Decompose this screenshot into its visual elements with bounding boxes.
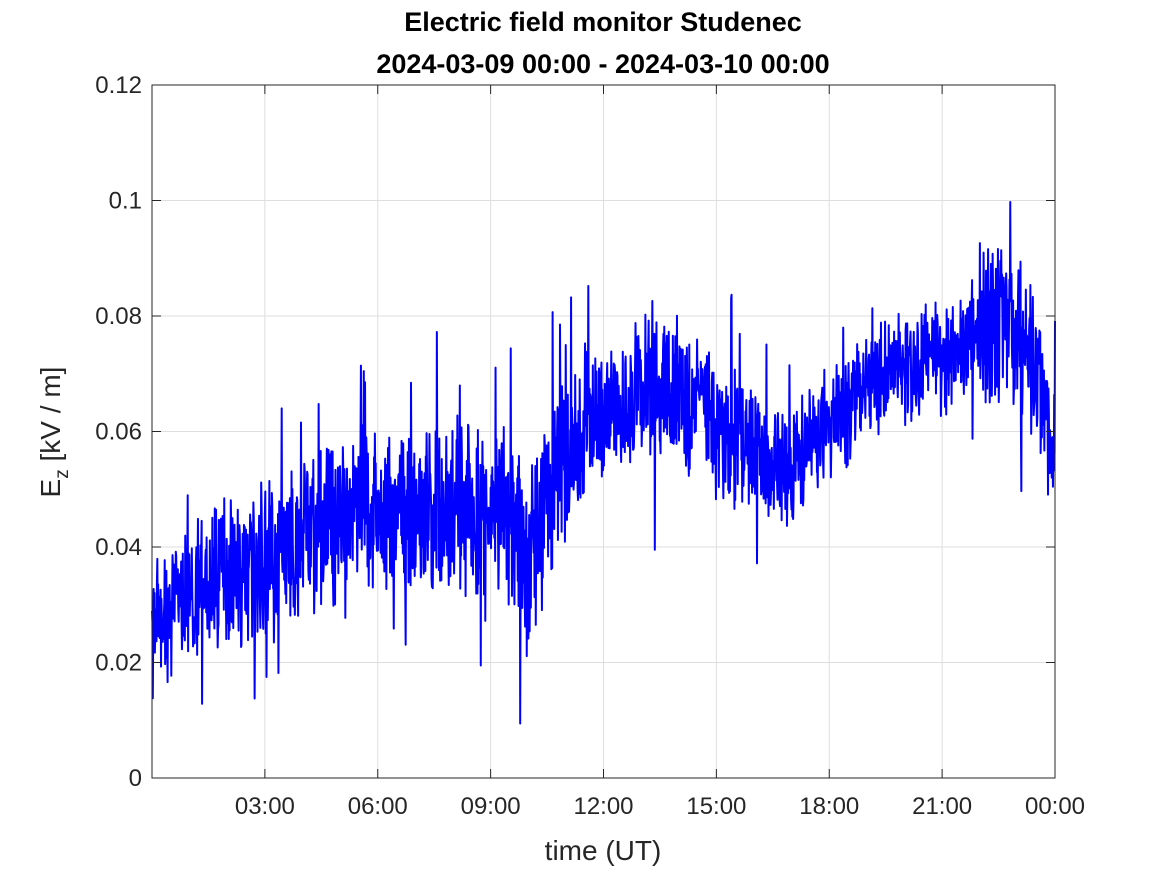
y-axis-label-rest: [kV / m] (35, 367, 66, 470)
y-axis-label: Ez [kV / m] (35, 367, 73, 498)
series-group (151, 200, 1056, 725)
tick-labels: 03:00 06:00 09:00 12:00 15:00 18:00 21:00 00:00… (95, 72, 1085, 820)
y-tick-label: 0.1 (109, 188, 142, 215)
series-line (151, 200, 1056, 725)
chart-title-line-2: 2024-03-09 00:00 - 2024-03-10 00:00 (376, 49, 829, 79)
y-axis-label-subscript: z (52, 469, 73, 479)
x-tick-label: 06:00 (348, 793, 408, 820)
x-tick-label: 15:00 (686, 793, 746, 820)
x-tick-label: 18:00 (799, 793, 859, 820)
x-tick-label: 21:00 (912, 793, 972, 820)
y-tick-label: 0.02 (95, 650, 142, 677)
y-tick-label: 0 (129, 765, 142, 792)
y-tick-label: 0.08 (95, 303, 142, 330)
chart-title-line-1: Electric field monitor Studenec (404, 7, 802, 37)
x-tick-label: 12:00 (573, 793, 633, 820)
y-tick-label: 0.06 (95, 419, 142, 446)
y-tick-label: 0.04 (95, 534, 142, 561)
ticks (152, 84, 1056, 779)
y-tick-label: 0.12 (95, 72, 142, 99)
x-axis-label: time (UT) (545, 835, 662, 866)
x-tick-label: 00:00 (1025, 793, 1085, 820)
x-tick-label: 03:00 (235, 793, 295, 820)
x-tick-label: 09:00 (461, 793, 521, 820)
y-axis-label-main: E (35, 479, 66, 498)
